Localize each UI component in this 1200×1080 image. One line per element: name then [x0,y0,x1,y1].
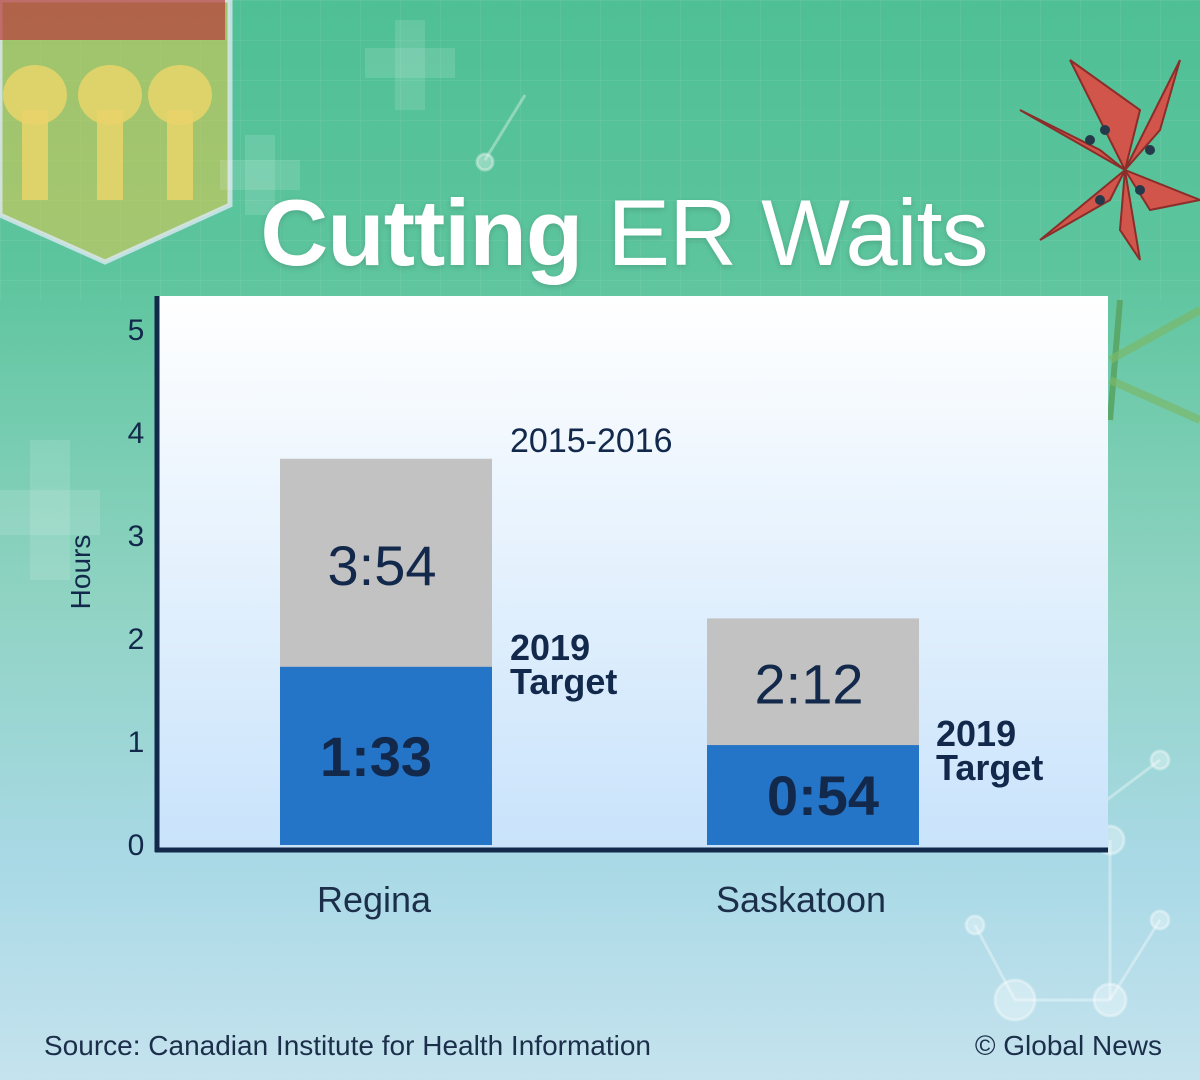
y-axis-label: Hours [65,535,96,610]
y-tick-label: 4 [128,417,145,450]
y-tick-label: 5 [128,314,145,347]
y-tick-label: 1 [128,726,145,759]
title-light: ER Waits [607,180,988,285]
title-bold: Cutting [260,180,583,285]
data-label-regina-target: 1:33 [320,725,432,788]
bar-regina-target [280,666,492,845]
x-tick-label: Saskatoon [716,879,886,920]
credit-note: © Global News [974,1030,1162,1061]
lily-flower [1019,59,1200,424]
data-label-saskatoon-target: 0:54 [767,764,879,827]
y-tick-label: 3 [128,520,145,553]
data-label-regina-current: 3:54 [328,534,437,597]
y-tick-label: 2 [128,623,145,656]
annotation-period: 2015-2016 [510,422,673,460]
bar-saskatoon-target [707,745,919,845]
plus-icon [0,20,455,580]
coat-of-arms-crest [0,0,233,265]
y-tick-label: 0 [128,829,145,862]
x-tick-label: Regina [317,879,432,920]
annotation-target-saskatoon: 2019 Target [936,713,1043,788]
data-label-saskatoon-current: 2:12 [755,653,864,716]
annotation-target-regina: 2019 Target [510,627,617,702]
source-note: Source: Canadian Institute for Health In… [44,1030,652,1061]
chart-title: Cutting ER Waits [0,178,1200,288]
